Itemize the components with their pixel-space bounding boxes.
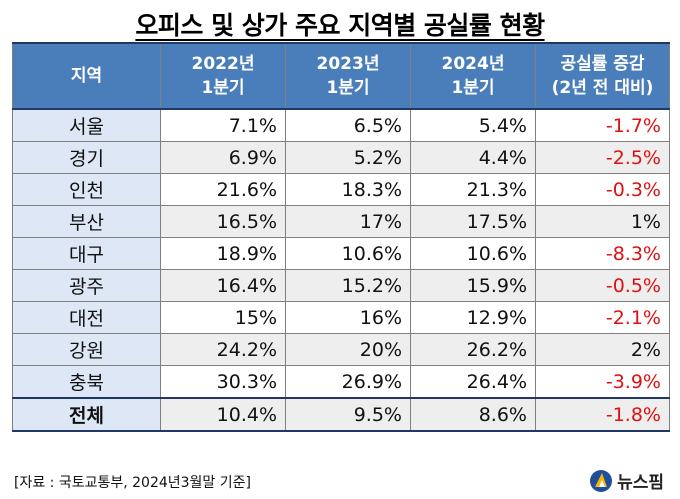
- table-row: 충북 30.3% 26.9% 26.4% -3.9%: [12, 365, 670, 399]
- change-cell: -0.3%: [535, 173, 670, 206]
- change-cell: -2.5%: [535, 141, 670, 174]
- header-change-text: 공실률 증감 (2년 전 대비): [551, 54, 654, 98]
- table-row: 대전 15% 16% 12.9% -2.1%: [12, 301, 670, 334]
- table-row: 경기 6.9% 5.2% 4.4% -2.5%: [12, 141, 670, 174]
- change-cell: -3.9%: [535, 365, 670, 399]
- header-2022: 2022년 1분기: [160, 42, 286, 110]
- header-region-text: 지역: [70, 66, 103, 86]
- value-2024-cell: 26.2%: [410, 333, 536, 366]
- value-2023-cell: 17%: [285, 205, 411, 238]
- change-cell: 1%: [535, 205, 670, 238]
- value-2023-cell: 10.6%: [285, 237, 411, 270]
- value-2022-cell: 6.9%: [160, 141, 286, 174]
- region-cell: 부산: [12, 205, 161, 238]
- region-cell: 강원: [12, 333, 161, 366]
- region-cell: 충북: [12, 365, 161, 399]
- vacancy-table: 지역 2022년 1분기 2023년 1분기 2024년 1분기 공실률 증감 (2년 …: [12, 42, 670, 432]
- newspim-logo: 뉴스핌: [589, 468, 664, 493]
- table-row: 부산 16.5% 17% 17.5% 1%: [12, 205, 670, 238]
- value-2023-cell: 18.3%: [285, 173, 411, 206]
- value-2022-cell: 7.1%: [160, 108, 286, 142]
- value-2024-cell: 10.6%: [410, 237, 536, 270]
- header-2022-text: 2022년 1분기: [191, 54, 255, 98]
- newspim-logo-text: 뉴스핌: [617, 473, 664, 493]
- change-cell: -8.3%: [535, 237, 670, 270]
- value-2023-cell: 26.9%: [285, 365, 411, 399]
- region-cell: 대전: [12, 301, 161, 334]
- region-cell: 전체: [12, 397, 161, 432]
- header-2024-text: 2024년 1분기: [441, 54, 505, 98]
- change-cell: -1.7%: [535, 108, 670, 142]
- value-2022-cell: 10.4%: [160, 397, 286, 432]
- change-cell: -0.5%: [535, 269, 670, 302]
- table-row: 광주 16.4% 15.2% 15.9% -0.5%: [12, 269, 670, 302]
- region-cell: 대구: [12, 237, 161, 270]
- header-change: 공실률 증감 (2년 전 대비): [535, 42, 670, 110]
- table-row: 강원 24.2% 20% 26.2% 2%: [12, 333, 670, 366]
- value-2023-cell: 5.2%: [285, 141, 411, 174]
- change-cell: 2%: [535, 333, 670, 366]
- value-2022-cell: 16.4%: [160, 269, 286, 302]
- value-2022-cell: 30.3%: [160, 365, 286, 399]
- value-2023-cell: 16%: [285, 301, 411, 334]
- header-2023: 2023년 1분기: [285, 42, 411, 110]
- region-cell: 인천: [12, 173, 161, 206]
- value-2024-cell: 17.5%: [410, 205, 536, 238]
- value-2022-cell: 18.9%: [160, 237, 286, 270]
- table-row: 서울 7.1% 6.5% 5.4% -1.7%: [12, 108, 670, 142]
- region-cell: 경기: [12, 141, 161, 174]
- value-2024-cell: 26.4%: [410, 365, 536, 399]
- value-2023-cell: 9.5%: [285, 397, 411, 432]
- newspim-logo-icon: [590, 469, 613, 492]
- value-2022-cell: 21.6%: [160, 173, 286, 206]
- value-2024-cell: 4.4%: [410, 141, 536, 174]
- change-cell: -1.8%: [535, 397, 670, 432]
- table-row: 인천 21.6% 18.3% 21.3% -0.3%: [12, 173, 670, 206]
- value-2024-cell: 8.6%: [410, 397, 536, 432]
- value-2023-cell: 20%: [285, 333, 411, 366]
- region-cell: 광주: [12, 269, 161, 302]
- table-row-total: 전체 10.4% 9.5% 8.6% -1.8%: [12, 397, 670, 432]
- value-2024-cell: 5.4%: [410, 108, 536, 142]
- change-cell: -2.1%: [535, 301, 670, 334]
- page-title: 오피스 및 상가 주요 지역별 공실률 현황: [0, 6, 680, 42]
- value-2022-cell: 24.2%: [160, 333, 286, 366]
- value-2022-cell: 16.5%: [160, 205, 286, 238]
- value-2024-cell: 15.9%: [410, 269, 536, 302]
- header-region: 지역: [12, 42, 161, 110]
- table-body: 서울 7.1% 6.5% 5.4% -1.7% 경기 6.9% 5.2% 4.4% -2.5% 인천…: [12, 108, 670, 432]
- table-row: 대구 18.9% 10.6% 10.6% -8.3%: [12, 237, 670, 270]
- value-2024-cell: 12.9%: [410, 301, 536, 334]
- value-2024-cell: 21.3%: [410, 173, 536, 206]
- table-header-row: 지역 2022년 1분기 2023년 1분기 2024년 1분기 공실률 증감 (2년 …: [12, 42, 670, 110]
- value-2023-cell: 6.5%: [285, 108, 411, 142]
- page-title-text: 오피스 및 상가 주요 지역별 공실률 현황: [135, 11, 545, 40]
- header-2023-text: 2023년 1분기: [316, 54, 380, 98]
- region-cell: 서울: [12, 108, 161, 142]
- value-2023-cell: 15.2%: [285, 269, 411, 302]
- header-2024: 2024년 1분기: [410, 42, 536, 110]
- source-note: [자료 : 국토교통부, 2024년3월말 기준]: [14, 475, 251, 491]
- value-2022-cell: 15%: [160, 301, 286, 334]
